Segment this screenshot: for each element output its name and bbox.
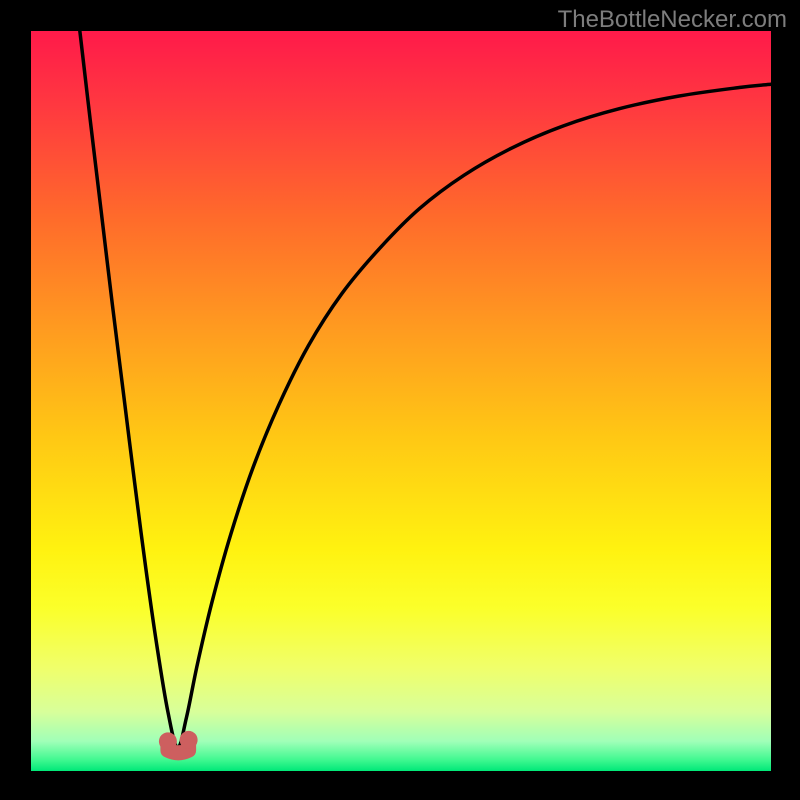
dip-marker	[180, 731, 198, 749]
watermark-text: TheBottleNecker.com	[558, 6, 787, 34]
bottleneck-curve	[0, 0, 800, 800]
dip-marker	[159, 732, 177, 750]
curve-path	[80, 31, 771, 747]
